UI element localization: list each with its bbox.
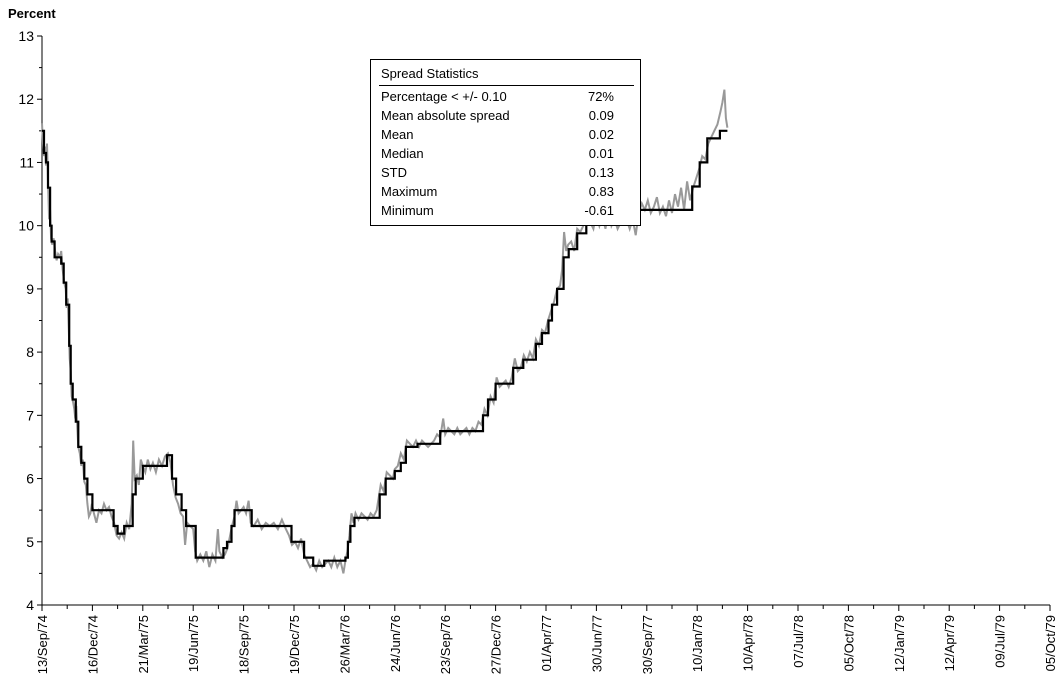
x-tick-label: 18/Sep/75 xyxy=(237,615,252,674)
x-tick-label: 16/Dec/74 xyxy=(85,615,100,674)
stats-value: 0.02 xyxy=(588,127,614,142)
stats-title: Spread Statistics xyxy=(381,66,479,81)
stats-row: STD 0.13 xyxy=(381,165,614,184)
stats-value: 0.01 xyxy=(588,146,614,161)
y-tick-label: 9 xyxy=(26,281,34,297)
y-tick-label: 12 xyxy=(18,91,34,107)
y-tick-label: 11 xyxy=(19,154,34,170)
x-tick-label: 30/Sep/77 xyxy=(640,615,655,674)
x-tick-label: 21/Mar/75 xyxy=(136,615,151,674)
x-tick-label: 26/Mar/76 xyxy=(337,615,352,674)
stats-row: Mean 0.02 xyxy=(381,127,614,146)
x-tick-label: 07/Jul/78 xyxy=(791,615,806,668)
y-tick-label: 10 xyxy=(18,218,34,234)
stats-value: 0.83 xyxy=(588,184,614,199)
y-tick-label: 13 xyxy=(18,28,34,44)
spread-statistics-box: Spread Statistics Percentage < +/- 0.10 7… xyxy=(370,59,641,226)
x-tick-label: 05/Oct/79 xyxy=(1043,615,1058,671)
stats-value: 0.13 xyxy=(588,165,614,180)
x-tick-label: 12/Apr/79 xyxy=(942,615,957,671)
stats-divider xyxy=(379,85,634,86)
x-tick-label: 30/Jun/77 xyxy=(589,615,604,672)
stats-value: -0.61 xyxy=(584,203,614,218)
x-tick-label: 05/Oct/78 xyxy=(841,615,856,671)
x-tick-label: 12/Jan/79 xyxy=(892,615,907,672)
stats-label: Mean xyxy=(381,127,414,142)
stats-row: Minimum -0.61 xyxy=(381,203,614,222)
y-tick-label: 7 xyxy=(26,407,34,423)
stats-row: Percentage < +/- 0.10 72% xyxy=(381,89,614,108)
stats-row: Median 0.01 xyxy=(381,146,614,165)
x-tick-label: 24/Jun/76 xyxy=(388,615,403,672)
stats-row: Maximum 0.83 xyxy=(381,184,614,203)
stats-label: Maximum xyxy=(381,184,438,199)
y-axis-title: Percent xyxy=(8,6,56,21)
x-tick-label: 01/Apr/77 xyxy=(539,615,554,671)
stats-label: Median xyxy=(381,146,424,161)
stats-value: 72% xyxy=(587,89,614,104)
stats-label: STD xyxy=(381,165,407,180)
stats-row: Mean absolute spread 0.09 xyxy=(381,108,614,127)
x-tick-label: 19/Jun/75 xyxy=(186,615,201,672)
x-tick-label: 10/Jan/78 xyxy=(690,615,705,672)
y-tick-label: 8 xyxy=(26,344,34,360)
x-tick-label: 19/Dec/75 xyxy=(287,615,302,674)
stats-label: Minimum xyxy=(381,203,434,218)
y-tick-label: 6 xyxy=(26,471,34,487)
stats-label: Percentage < +/- 0.10 xyxy=(381,89,507,104)
x-tick-label: 10/Apr/78 xyxy=(741,615,756,671)
x-tick-label: 13/Sep/74 xyxy=(35,615,50,674)
stats-value: 0.09 xyxy=(588,108,614,123)
x-tick-label: 27/Dec/76 xyxy=(489,615,504,674)
stats-label: Mean absolute spread xyxy=(381,108,510,123)
y-tick-label: 5 xyxy=(26,534,34,550)
y-tick-label: 4 xyxy=(26,597,34,613)
x-tick-label: 23/Sep/76 xyxy=(438,615,453,674)
x-tick-label: 09/Jul/79 xyxy=(993,615,1008,668)
target-rate-step-line xyxy=(42,129,728,567)
